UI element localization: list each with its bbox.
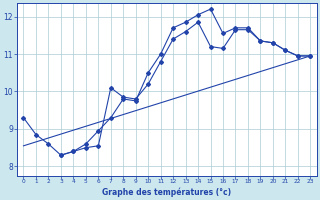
X-axis label: Graphe des températures (°c): Graphe des températures (°c) <box>102 187 231 197</box>
